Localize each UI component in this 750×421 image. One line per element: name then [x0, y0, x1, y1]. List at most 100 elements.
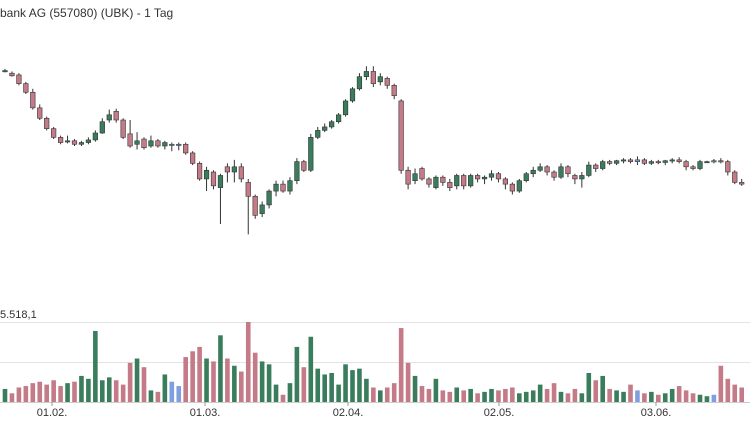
- volume-bar: [329, 373, 334, 402]
- candle-body: [732, 171, 738, 183]
- candle-body: [544, 166, 550, 173]
- candle-body: [412, 173, 418, 181]
- volume-bar: [378, 390, 383, 402]
- volume-bar: [86, 378, 91, 402]
- candle-body: [99, 121, 105, 134]
- candle-body: [697, 161, 703, 169]
- volume-bar: [252, 352, 258, 402]
- volume-bar: [211, 361, 216, 402]
- candle-body: [739, 182, 745, 185]
- volume-bar: [204, 358, 209, 402]
- volume-bar: [475, 393, 480, 402]
- volume-bar: [113, 380, 119, 402]
- candle-body: [454, 175, 460, 187]
- candle-body: [488, 173, 495, 178]
- candle-body: [468, 175, 474, 187]
- candle-body: [662, 160, 668, 163]
- candle-body: [370, 71, 376, 84]
- candle-body: [287, 180, 293, 192]
- volume-bar: [197, 346, 202, 402]
- volume-bar: [155, 391, 161, 402]
- candle-body: [64, 140, 71, 143]
- volume-bar: [384, 387, 390, 402]
- volume-bar: [447, 391, 453, 402]
- volume-bar: [176, 386, 182, 402]
- candle-body: [273, 183, 279, 192]
- volume-bar: [357, 368, 362, 402]
- chart-title: bank AG (557080) (UBK) - 1 Tag: [0, 6, 174, 20]
- volume-bar: [100, 380, 105, 402]
- x-tick-label: 01.02.: [37, 407, 68, 419]
- volume-bar: [718, 365, 724, 402]
- volume-bar: [607, 388, 612, 402]
- volume-bar: [30, 383, 36, 402]
- volume-bar: [391, 383, 397, 402]
- volume-bar: [496, 390, 501, 402]
- volume-bar: [2, 388, 8, 402]
- candle-body: [669, 159, 675, 162]
- candle-body: [308, 137, 314, 171]
- candle-body: [384, 78, 390, 86]
- volume-bar: [350, 370, 355, 402]
- volume-bar: [635, 390, 640, 402]
- candle-body: [280, 183, 286, 192]
- candle-body: [148, 140, 154, 147]
- volume-bar: [37, 381, 43, 402]
- volume-bar: [141, 367, 147, 402]
- volume-max-label: 5.518,1: [0, 309, 37, 321]
- candle-body: [433, 176, 439, 188]
- candle-body: [530, 169, 536, 175]
- candle-body: [203, 169, 210, 180]
- candle-body: [127, 133, 133, 147]
- candle-body: [2, 70, 8, 73]
- candle-body: [725, 161, 731, 173]
- candle-body: [620, 159, 627, 162]
- candle-body: [690, 166, 696, 169]
- volume-bar: [517, 393, 522, 402]
- candle-body: [655, 161, 661, 164]
- volume-bar: [711, 394, 717, 402]
- volume-bar: [482, 391, 487, 402]
- candle-body: [141, 138, 147, 149]
- candle-body: [495, 173, 502, 180]
- volume-bar: [600, 375, 605, 402]
- candle-body: [301, 161, 307, 171]
- candle-body: [363, 71, 370, 77]
- candle-body: [537, 166, 543, 171]
- candle-body: [231, 166, 237, 173]
- candle-body: [9, 72, 15, 77]
- candle-body: [627, 159, 634, 162]
- candle-body: [509, 183, 515, 192]
- candle-body: [23, 83, 29, 93]
- volume-bar: [322, 374, 327, 402]
- volume-bar: [614, 390, 619, 402]
- volume-bar: [239, 371, 244, 402]
- volume-bar: [551, 383, 557, 402]
- volume-bar: [398, 328, 404, 402]
- volume-bar: [232, 365, 237, 402]
- candle-body: [481, 176, 488, 180]
- volume-bar: [16, 387, 22, 402]
- volume-bar: [565, 393, 571, 402]
- volume-bar: [162, 374, 168, 402]
- x-tick-label: 01.03.: [190, 407, 221, 419]
- volume-bar: [489, 388, 494, 402]
- volume-bar: [739, 387, 744, 402]
- volume-bar: [183, 357, 188, 402]
- volume-bar: [190, 351, 195, 402]
- volume-bar: [364, 378, 369, 402]
- volume-bar: [579, 393, 585, 402]
- candle-body: [190, 152, 196, 164]
- volume-bar: [704, 396, 710, 402]
- candle-body: [120, 119, 126, 138]
- volume-bar: [461, 390, 466, 402]
- candle-body: [398, 100, 404, 171]
- x-tick-label: 02.04.: [333, 407, 364, 419]
- candle-body: [342, 100, 349, 116]
- volume-bar: [544, 388, 550, 402]
- volume-bar: [245, 322, 251, 402]
- candle-body: [634, 159, 641, 162]
- candle-body: [474, 175, 481, 180]
- candle-body: [252, 195, 258, 216]
- volume-bar: [537, 384, 543, 402]
